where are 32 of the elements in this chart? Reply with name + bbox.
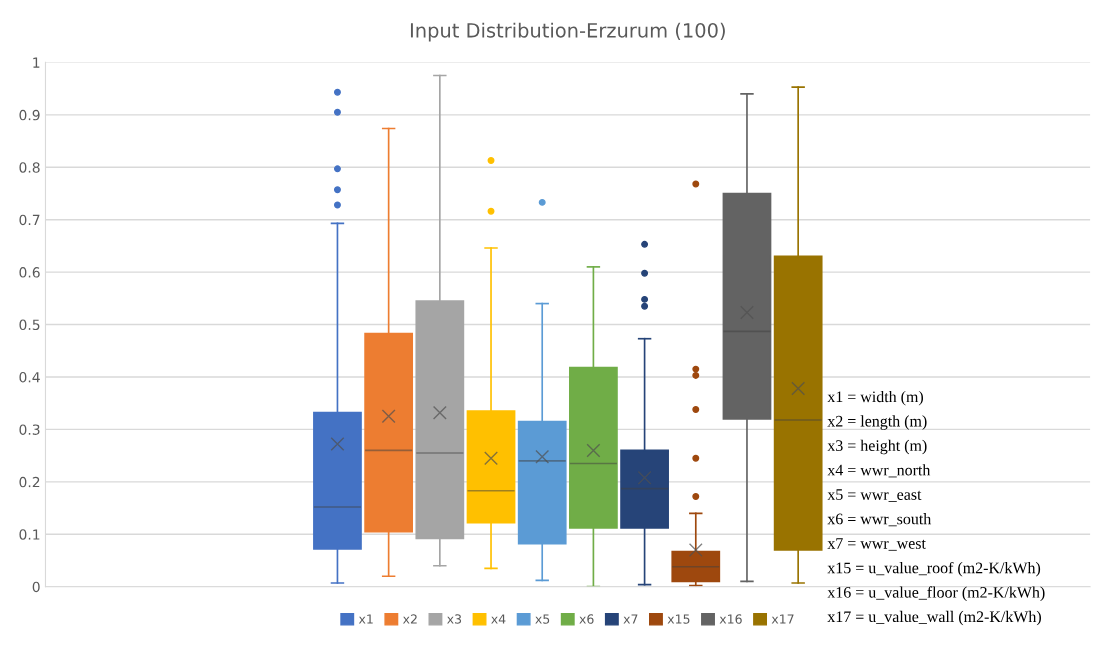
legend-label: x4 (491, 614, 506, 624)
y-tick-label: 0.3 (19, 424, 40, 435)
legend-label: x15 (667, 614, 690, 624)
annotation: x3 = height (m) (827, 439, 927, 455)
legend-label: x16 (719, 614, 742, 624)
legend-label: x1 (358, 614, 373, 624)
annotation: x15 = u_value_roof (m2-K/kWh) (827, 561, 1041, 577)
annotation: x2 = length (m) (827, 415, 927, 430)
legend-label: x5 (535, 614, 550, 624)
legend-label: x6 (579, 614, 594, 624)
y-tick-label: 0.5 (19, 319, 40, 331)
annotation: x16 = u_value_floor (m2-K/kWh) (827, 586, 1045, 601)
annotation: x4 = wwr_north (827, 464, 931, 478)
y-tick-label: 0 (32, 581, 40, 593)
text: x17 = u_value_wall (m2-K/kWh) (827, 610, 1041, 626)
annotation: x6 = wwr_south (827, 513, 932, 527)
annotation: x1 = width (m) (827, 390, 924, 406)
y-tick-label: 0.2 (19, 476, 40, 488)
y-tick-label: 1 (33, 57, 40, 68)
legend-label: x2 (402, 614, 417, 624)
chart-title: Input Distribution-Erzurum (100) (410, 22, 725, 42)
legend-label: x3 (447, 614, 462, 624)
annotation: x7 = wwr_west (827, 538, 926, 551)
y-tick-label: 0.8 (19, 162, 40, 173)
y-tick-label: 0.6 (19, 267, 40, 278)
legend-label: x7 (623, 614, 638, 624)
y-tick-label: 0.4 (19, 371, 40, 383)
y-tick-label: 0.1 (19, 529, 40, 540)
y-tick-label: 0.7 (19, 214, 40, 226)
legend-label: x17 (771, 614, 794, 624)
y-tick-label: 0.9 (19, 109, 40, 121)
annotation: x5 = wwr_east (827, 489, 922, 502)
